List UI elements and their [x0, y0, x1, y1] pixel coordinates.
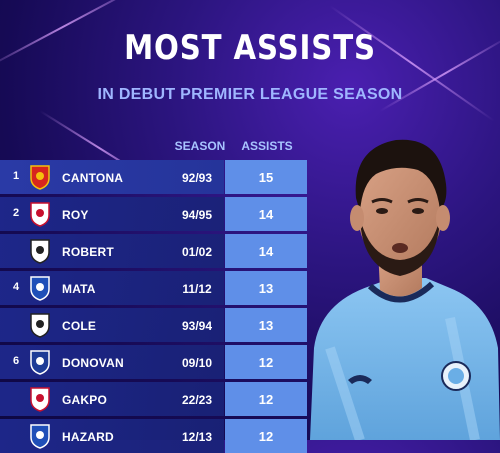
chelsea-crest-icon — [29, 423, 51, 449]
man-united-leeds-crests-icon — [29, 164, 51, 190]
season-value: 01/02 — [172, 245, 222, 259]
newcastle-crest-icon — [29, 312, 51, 338]
assists-value: 12 — [225, 429, 307, 444]
player-name: DONOVAN — [62, 356, 124, 370]
page-title: MOST ASSISTS — [35, 28, 465, 68]
season-value: 11/12 — [172, 282, 222, 296]
liverpool-crest-icon — [29, 386, 51, 412]
assists-value: 12 — [225, 355, 307, 370]
assists-value: 14 — [225, 244, 307, 259]
assists-value: 13 — [225, 281, 307, 296]
player-name: CANTONA — [62, 171, 123, 185]
assists-value: 13 — [225, 318, 307, 333]
season-value: 94/95 — [172, 208, 222, 222]
player-photo — [300, 118, 500, 440]
column-header-assists: ASSISTS — [232, 139, 302, 153]
everton-crest-icon — [29, 349, 51, 375]
rank-label: 4 — [10, 281, 22, 293]
chelsea-crest-icon — [29, 275, 51, 301]
season-value: 09/10 — [172, 356, 222, 370]
season-value: 12/13 — [172, 430, 222, 444]
assists-value: 12 — [225, 392, 307, 407]
player-name: COLE — [62, 319, 96, 333]
page-subtitle: IN DEBUT PREMIER LEAGUE SEASON — [0, 86, 500, 104]
player-name: ROY — [62, 208, 89, 222]
player-name: ROBERT — [62, 245, 114, 259]
nottingham-forest-crest-icon — [29, 201, 51, 227]
player-name: HAZARD — [62, 430, 114, 444]
newcastle-crest-icon — [29, 238, 51, 264]
assists-value: 15 — [225, 170, 307, 185]
season-value: 22/23 — [172, 393, 222, 407]
season-value: 93/94 — [172, 319, 222, 333]
player-name: MATA — [62, 282, 96, 296]
assists-value: 14 — [225, 207, 307, 222]
rank-label: 1 — [10, 170, 22, 182]
column-header-season: SEASON — [172, 139, 228, 153]
rank-label: 6 — [10, 355, 22, 367]
rank-label: 2 — [10, 207, 22, 219]
player-name: GAKPO — [62, 393, 107, 407]
season-value: 92/93 — [172, 171, 222, 185]
